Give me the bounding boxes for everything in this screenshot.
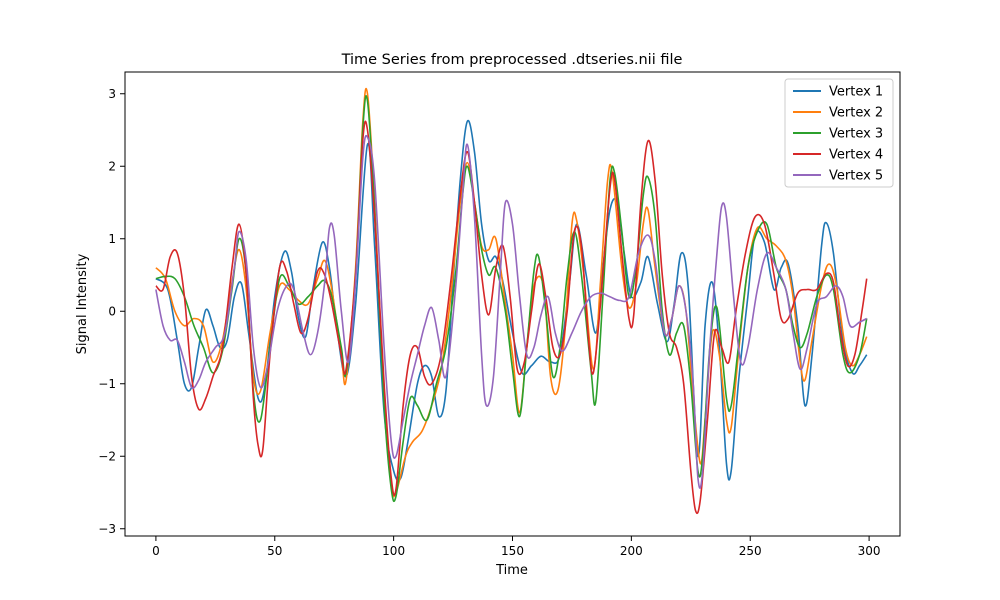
plot-frame [125,72,900,536]
y-tick-label: −3 [98,522,116,536]
y-tick-label: −2 [98,449,116,463]
x-tick-label: 100 [382,544,405,558]
legend-label: Vertex 1 [829,85,883,100]
y-tick-label: 1 [108,232,116,246]
x-tick-label: 50 [267,544,282,558]
y-tick-label: −1 [98,377,116,391]
x-tick-label: 200 [620,544,643,558]
y-tick-label: 2 [108,159,116,173]
x-tick-label: 0 [152,544,160,558]
plot-area [125,72,900,536]
legend-label: Vertex 3 [829,127,883,142]
legend-label: Vertex 5 [829,169,883,184]
chart-title: Time Series from preprocessed .dtseries.… [341,52,683,68]
legend: Vertex 1 Vertex 2 Vertex 3 Vertex 4 Vertex 5 [785,79,893,187]
y-axis-label: Signal Intensity [75,253,90,354]
y-tick-label: 3 [108,87,116,101]
legend-label: Vertex 4 [829,148,883,163]
legend-label: Vertex 2 [829,106,883,121]
y-tick-label: 0 [108,304,116,318]
x-tick-label: 250 [739,544,762,558]
x-axis-label: Time [495,563,528,578]
x-tick-label: 150 [501,544,524,558]
x-tick-label: 300 [858,544,881,558]
